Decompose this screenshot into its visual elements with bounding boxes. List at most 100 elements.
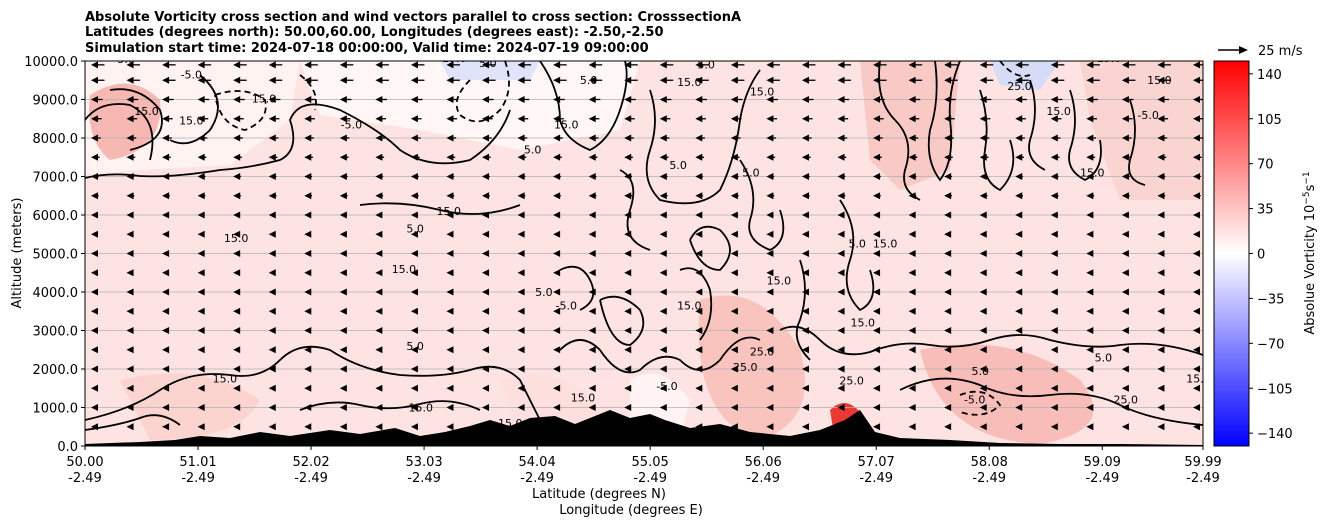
wind-vector-head: [695, 153, 703, 161]
wind-vector: [126, 61, 141, 69]
wind-vector: [233, 192, 241, 200]
wind-vector-head: [766, 346, 774, 354]
contour-label-18: 15.0: [213, 372, 238, 385]
wind-vector: [1050, 115, 1062, 123]
wind-vector-head: [304, 288, 312, 296]
wind-vector: [766, 192, 775, 200]
wind-vector: [446, 211, 454, 219]
wind-vector: [801, 96, 814, 103]
wind-vector-head: [446, 153, 454, 161]
x-axis-label-longitude: Longitude (degrees E): [559, 503, 703, 518]
colorbar-label-base: Absolue Vorticity 10: [1303, 205, 1318, 335]
wind-vector-head: [1193, 365, 1200, 373]
wind-vector-head: [304, 153, 312, 161]
contour-label-22: 25.0: [733, 361, 758, 374]
vorticity-region-8: [698, 295, 805, 440]
wind-vector-head: [446, 134, 454, 142]
wind-vector: [268, 76, 283, 84]
wind-vector-head: [908, 269, 916, 277]
wind-vector: [1121, 288, 1129, 296]
wind-vector: [517, 307, 525, 315]
wind-vector-head: [730, 173, 738, 180]
wind-vector: [517, 115, 529, 123]
wind-vector-head: [162, 288, 170, 296]
wind-vector-head: [410, 423, 418, 431]
wind-vector-head: [517, 307, 525, 315]
chart-title-line-1: Absolute Vorticity cross section and win…: [85, 10, 741, 25]
wind-vector-head: [553, 192, 561, 200]
contour-line-6: [645, 69, 761, 205]
wind-vector: [1193, 404, 1200, 411]
wind-vector-head: [1157, 250, 1165, 257]
wind-vector: [908, 76, 923, 84]
wind-vector-head: [979, 115, 987, 123]
wind-vector: [339, 173, 348, 180]
wind-vector: [730, 288, 738, 296]
wind-vector-head: [126, 423, 134, 431]
wind-vector: [268, 327, 276, 334]
wind-vector-head: [695, 173, 703, 180]
contour-line-12: [899, 377, 1203, 426]
wind-vector: [837, 153, 847, 161]
wind-vector-head: [339, 404, 347, 411]
wind-vector: [801, 115, 813, 123]
wind-vector: [375, 404, 383, 411]
wind-vector: [91, 134, 101, 142]
wind-vector-head: [91, 61, 98, 69]
wind-vector-head: [766, 288, 774, 296]
wind-vector: [908, 96, 921, 103]
wind-vector-head: [588, 384, 596, 392]
wind-vector: [197, 76, 212, 84]
wind-vector: [162, 192, 170, 200]
wind-vector-head: [979, 76, 987, 84]
contour-label-41: 15.0: [1097, 52, 1122, 65]
wind-vector-head: [1086, 250, 1094, 257]
wind-vector: [410, 115, 422, 123]
wind-vector: [410, 307, 418, 315]
wind-vector-head: [588, 404, 596, 411]
wind-vector: [446, 115, 458, 123]
wind-vector: [588, 307, 596, 315]
wind-vector: [979, 404, 987, 411]
wind-vector-head: [375, 269, 383, 277]
wind-vector-head: [126, 76, 134, 84]
wind-vector-head: [1121, 134, 1129, 142]
wind-vector: [446, 173, 455, 180]
wind-vector-head: [304, 384, 312, 392]
wind-vector-head: [304, 230, 312, 238]
wind-vector: [162, 307, 170, 315]
wind-vector-head: [801, 404, 809, 411]
wind-vector-head: [482, 115, 490, 123]
wind-vector-head: [162, 327, 170, 334]
wind-vector: [873, 346, 881, 354]
wind-vector: [162, 365, 170, 373]
wind-vector: [304, 173, 313, 180]
wind-vector-head: [339, 288, 347, 296]
wind-vector-head: [730, 327, 738, 334]
wind-vector: [1157, 365, 1165, 373]
x-tick-label-lon-6: -2.49: [746, 471, 780, 486]
wind-vector-head: [268, 365, 276, 373]
wind-vector: [1193, 230, 1200, 238]
wind-vector: [553, 211, 561, 219]
vorticity-region-2: [89, 83, 161, 160]
wind-vector-head: [624, 250, 632, 257]
wind-vector: [304, 153, 314, 161]
wind-vector: [766, 346, 774, 354]
wind-vector-head: [588, 250, 596, 257]
wind-vector: [908, 134, 919, 142]
wind-vector: [1121, 365, 1129, 373]
wind-vector: [268, 173, 277, 180]
wind-vector-head: [1157, 365, 1165, 373]
wind-vector: [624, 211, 632, 219]
wind-vector-head: [944, 153, 952, 161]
wind-vector-head: [304, 134, 312, 142]
wind-vector-head: [908, 153, 916, 161]
contour-label-35: 15.0: [677, 76, 702, 89]
wind-vector-head: [1086, 61, 1094, 69]
wind-vector: [1015, 365, 1023, 373]
wind-vector-head: [517, 211, 525, 219]
x-tick-label-lon-0: -2.49: [68, 471, 102, 486]
wind-vector-head: [766, 61, 774, 69]
x-tick-label-lat-8: 58.08: [971, 455, 1008, 470]
